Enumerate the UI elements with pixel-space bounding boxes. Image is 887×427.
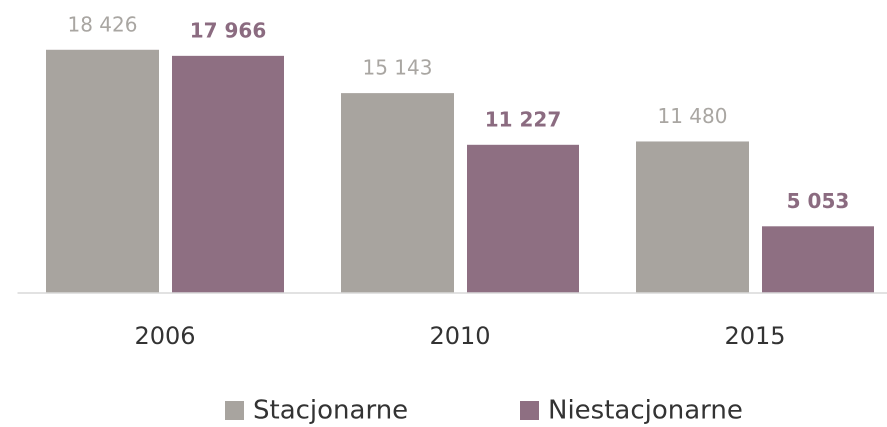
- legend-label: Stacjonarne: [253, 396, 408, 426]
- legend-swatch: [225, 401, 244, 420]
- x-tick-label: 2006: [134, 322, 195, 350]
- value-label: 17 966: [190, 18, 267, 42]
- bar: [46, 49, 159, 294]
- bar: [172, 55, 284, 293]
- legend-swatch: [520, 401, 539, 420]
- bar: [762, 226, 874, 293]
- value-label: 15 143: [363, 56, 433, 80]
- value-label: 11 480: [658, 104, 728, 128]
- bar: [341, 93, 454, 293]
- bar: [467, 144, 579, 293]
- bar: [636, 141, 749, 293]
- value-label: 11 227: [485, 107, 562, 131]
- x-tick-label: 2010: [429, 322, 490, 350]
- x-tick-label: 2015: [724, 322, 785, 350]
- value-label: 5 053: [787, 189, 850, 213]
- legend-label: Niestacjonarne: [548, 396, 743, 426]
- value-label: 18 426: [68, 12, 138, 36]
